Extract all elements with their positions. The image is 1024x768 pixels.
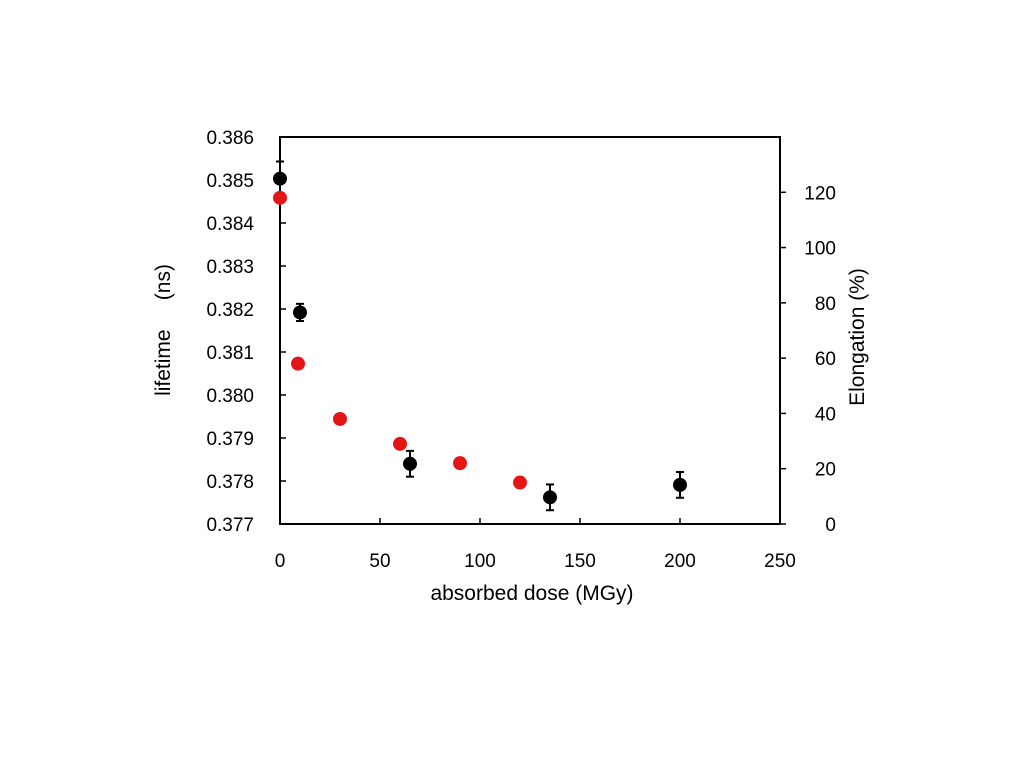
- series-2: [273, 190, 527, 490]
- series-1: [273, 160, 687, 512]
- data-point: [333, 411, 347, 426]
- left-y-tick-label: 0.380: [206, 386, 254, 407]
- left-y-tick-label: 0.382: [206, 300, 254, 321]
- right-y-tick-label: 40: [815, 404, 836, 425]
- x-tick-label: 250: [764, 551, 796, 572]
- data-point: [513, 475, 527, 490]
- left-y-tick-label: 0.379: [206, 429, 254, 450]
- data-point: [403, 456, 417, 471]
- data-point: [453, 456, 467, 471]
- right-y-axis-label: Elongation (%): [846, 268, 869, 406]
- left-y-tick-label: 0.378: [206, 472, 254, 493]
- right-y-tick-label: 100: [804, 239, 836, 260]
- left-y-tick-label: 0.384: [206, 214, 254, 235]
- data-point: [273, 171, 287, 186]
- left-y-tick-label: 0.383: [206, 257, 254, 278]
- data-point: [543, 490, 557, 505]
- right-y-tick-label: 80: [815, 294, 836, 315]
- data-point: [291, 356, 305, 371]
- x-tick-label: 200: [664, 551, 696, 572]
- data-point: [393, 436, 407, 451]
- left-y-axis: 0.377 0.378 0.379 0.380 0.381 0.382 0.383 0.384…: [206, 128, 286, 536]
- data-point: [293, 305, 307, 320]
- left-y-tick-label: 0.386: [206, 128, 254, 149]
- left-y-tick-label: 0.377: [206, 515, 254, 536]
- x-axis: 0 50 100 150 200 250: [275, 518, 796, 572]
- x-tick-label: 50: [369, 551, 390, 572]
- right-y-tick-label: 20: [815, 460, 836, 481]
- right-y-tick-label: 60: [815, 349, 836, 370]
- left-y-tick-label: 0.381: [206, 343, 254, 364]
- right-y-tick-label: 0: [825, 515, 836, 536]
- left-y-axis-label: lifetime (ns): [152, 264, 175, 396]
- right-y-tick-label: 120: [804, 183, 836, 204]
- left-y-tick-label: 0.385: [206, 171, 254, 192]
- x-tick-label: 150: [564, 551, 596, 572]
- x-axis-label: absorbed dose (MGy): [430, 582, 633, 605]
- data-point: [673, 477, 687, 492]
- x-tick-label: 0: [275, 551, 286, 572]
- right-y-axis: 0 20 40 60 80 100 120: [780, 183, 836, 536]
- data-point: [273, 190, 287, 205]
- plot-frame: [279, 136, 781, 525]
- x-tick-label: 100: [464, 551, 496, 572]
- data-series: [273, 160, 687, 512]
